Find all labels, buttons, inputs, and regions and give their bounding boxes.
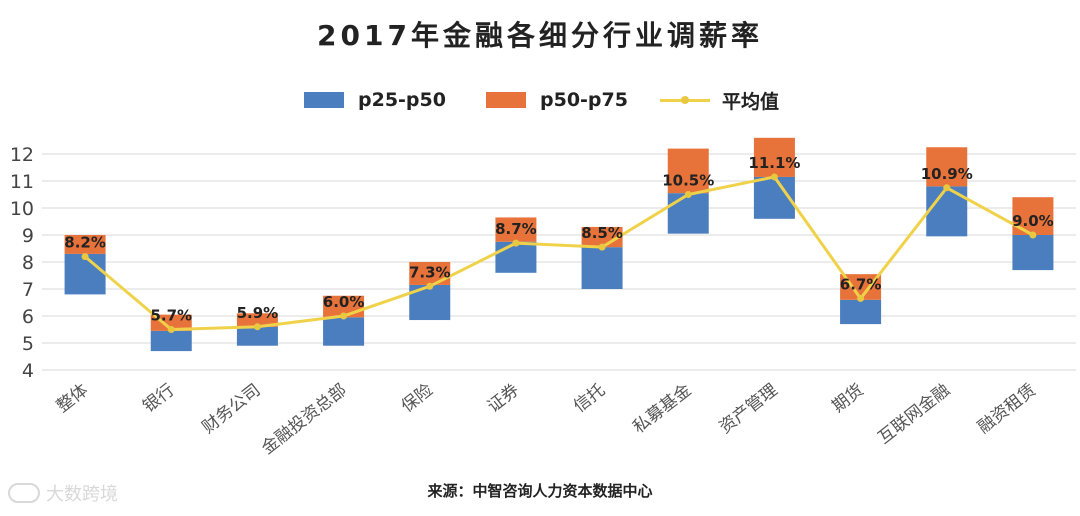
average-point — [598, 243, 606, 251]
y-tick-label: 9 — [22, 225, 34, 247]
y-tick-label: 12 — [10, 144, 34, 166]
x-tick-label: 融资租赁 — [974, 380, 1040, 438]
x-tick-label: 私募基金 — [629, 380, 695, 438]
x-tick-label: 银行 — [139, 380, 178, 417]
legend-label-average: 平均值 — [722, 90, 780, 113]
data-label: 6.7% — [840, 275, 882, 293]
x-tick-label: 互联网金融 — [875, 380, 954, 448]
bar-p50-p75 — [495, 217, 537, 242]
legend-item-p25-p50: p25-p50 — [304, 86, 446, 114]
bar-p25-p50 — [667, 193, 709, 234]
legend-label-p50-p75: p50-p75 — [540, 89, 628, 111]
x-tick-label: 资产管理 — [716, 380, 782, 438]
bar-p25-p50 — [1012, 235, 1054, 271]
chart-plot: 4 5 6 7 8 9 10 11 12 8.2% 5.7% 5.9% 6.0% 7.3% 8.7% 8.5%… — [10, 137, 1076, 459]
average-point — [943, 184, 951, 192]
legend-swatch-blue — [304, 92, 344, 108]
bar-p25-p50 — [581, 247, 623, 289]
legend-item-average: 平均值 — [660, 86, 779, 114]
y-tick-label: 6 — [22, 306, 34, 328]
watermark: 大数跨境 — [8, 480, 118, 506]
average-point — [857, 294, 865, 302]
legend-item-p50-p75: p50-p75 — [486, 86, 628, 114]
watermark-text: 大数跨境 — [46, 484, 118, 505]
average-line — [84, 175, 1034, 332]
data-label: 11.1% — [748, 154, 800, 172]
bar-p50-p75 — [236, 313, 278, 327]
chart-legend: p25-p50 p50-p75 平均值 — [0, 86, 1080, 114]
bar-p25-p50 — [323, 317, 365, 346]
x-tick-label: 整体 — [53, 380, 92, 417]
bar-p25-p50 — [495, 241, 537, 273]
source-note: 来源：中智咨询人力资本数据中心 — [427, 482, 653, 500]
data-label: 6.0% — [323, 293, 365, 311]
bar-p25-p50 — [150, 330, 192, 352]
x-tick-label: 期货 — [829, 380, 868, 417]
data-label: 8.7% — [495, 220, 537, 238]
data-label: 8.2% — [64, 234, 106, 252]
watermark-logo-icon — [8, 483, 40, 503]
data-label: 5.9% — [237, 304, 279, 322]
legend-label-p25-p50: p25-p50 — [358, 89, 446, 111]
average-point — [340, 312, 348, 320]
x-tick-label: 信托 — [570, 380, 609, 417]
y-tick-label: 11 — [10, 171, 34, 193]
x-tick-label: 金融投资总部 — [258, 380, 351, 459]
average-point — [512, 239, 520, 247]
legend-swatch-orange — [486, 92, 526, 108]
y-tick-label: 10 — [10, 198, 34, 220]
bar-p50-p75 — [150, 314, 192, 331]
x-tick-label: 保险 — [398, 380, 437, 417]
bar-p50-p75 — [409, 262, 451, 285]
data-label: 8.5% — [581, 224, 623, 242]
bar-p25-p50 — [926, 186, 968, 237]
bar-p25-p50 — [236, 326, 278, 346]
data-label: 7.3% — [409, 263, 451, 281]
y-tick-label: 5 — [22, 333, 34, 355]
legend-swatch-line — [660, 92, 710, 108]
chart-title: 2017年金融各细分行业调薪率 — [317, 19, 763, 52]
bar-p25-p50 — [64, 253, 106, 295]
data-label: 10.5% — [662, 172, 714, 190]
bar-p50-p75 — [926, 147, 968, 187]
bar-p50-p75 — [667, 148, 709, 194]
data-label: 9.0% — [1012, 212, 1054, 230]
average-point — [167, 326, 175, 333]
bar-p50-p75 — [753, 137, 795, 177]
bar-p50-p75 — [64, 235, 106, 254]
y-tick-label: 8 — [22, 252, 34, 274]
x-tick-label: 证券 — [484, 380, 523, 417]
average-point — [684, 191, 692, 198]
average-point — [1029, 231, 1037, 239]
average-point — [426, 282, 434, 290]
y-tick-label: 7 — [22, 279, 34, 301]
data-label: 10.9% — [921, 165, 973, 183]
average-point — [770, 173, 778, 181]
y-tick-label: 4 — [22, 360, 34, 382]
average-point — [81, 253, 89, 261]
x-tick-label: 财务公司 — [199, 380, 265, 438]
bar-p25-p50 — [840, 299, 882, 325]
average-point — [253, 323, 261, 331]
data-label: 5.7% — [150, 307, 192, 325]
